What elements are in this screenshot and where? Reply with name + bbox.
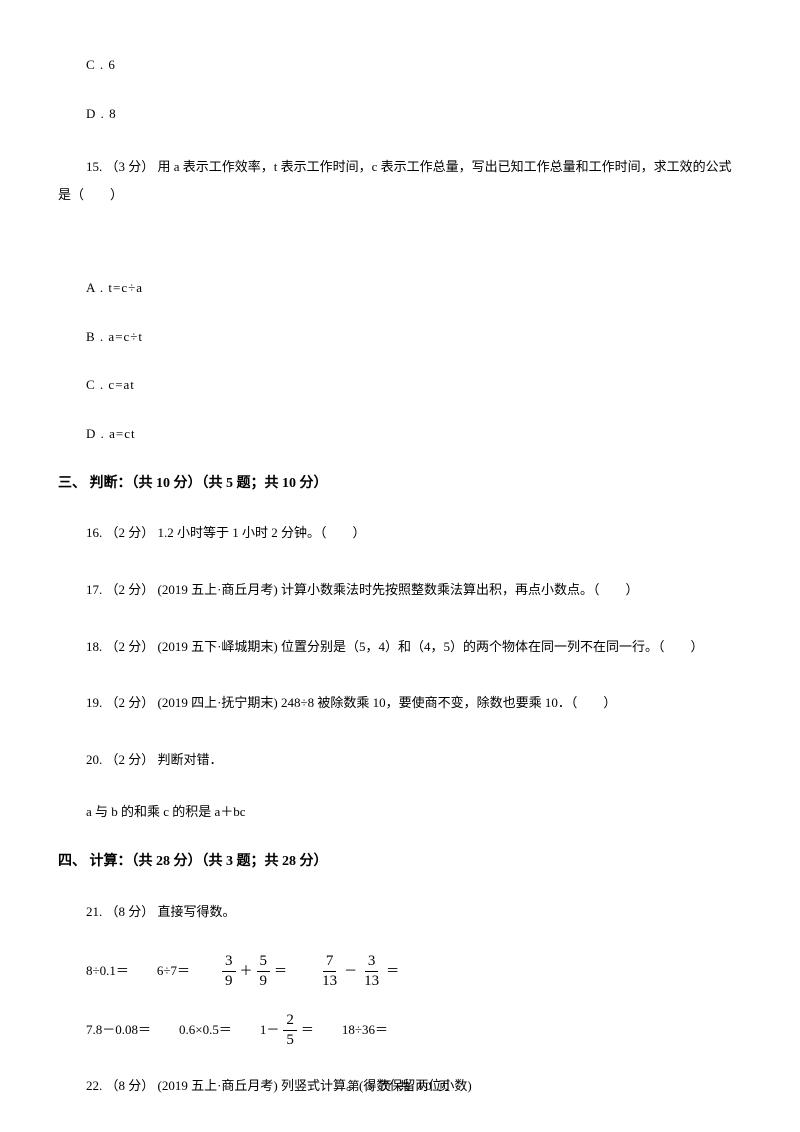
calc-r1-i2: 6÷7＝	[157, 961, 190, 982]
q15-option-d: D . a=ct	[58, 424, 742, 445]
question-19: 19. （2 分） (2019 四上·抚宁期末) 248÷8 被除数乘 10，要…	[58, 689, 742, 718]
option-d: D . 8	[58, 104, 742, 125]
option-c: C . 6	[58, 55, 742, 76]
question-15: 15. （3 分） 用 a 表示工作效率，t 表示工作时间，c 表示工作总量，写…	[58, 153, 742, 210]
section-3-heading: 三、 判断：（共 10 分）（共 5 题；共 10 分）	[58, 473, 742, 495]
calc-r2-i3: 1－ 2 5 ＝	[260, 1013, 314, 1048]
question-18: 18. （2 分） (2019 五下·峄城期末) 位置分别是（5，4）和（4，5…	[58, 633, 742, 662]
q15-option-c: C . c=at	[58, 375, 742, 396]
question-21: 21. （8 分） 直接写得数。	[58, 898, 742, 927]
calc-r2-i4: 18÷36＝	[342, 1020, 388, 1041]
q15-text: 15. （3 分） 用 a 表示工作效率，t 表示工作时间，c 表示工作总量，写…	[58, 159, 732, 203]
q18-text: 18. （2 分） (2019 五下·峄城期末) 位置分别是（5，4）和（4，5…	[58, 639, 704, 654]
page-footer: 第 3 页 共 10 页	[0, 1077, 800, 1096]
fraction-3-13: 3 13	[361, 954, 382, 989]
question-16: 16. （2 分） 1.2 小时等于 1 小时 2 分钟。（ ）	[58, 519, 742, 548]
calc-row-2: 7.8－0.08＝ 0.6×0.5＝ 1－ 2 5 ＝ 18÷36＝	[58, 1013, 742, 1048]
q15-option-b: B . a=c÷t	[58, 327, 742, 348]
fraction-2-5: 2 5	[283, 1013, 297, 1048]
question-20: 20. （2 分） 判断对错．	[58, 746, 742, 775]
calc-r1-i1: 8÷0.1＝	[86, 961, 129, 982]
fraction-5-9: 5 9	[257, 954, 271, 989]
calc-r2-i2: 0.6×0.5＝	[179, 1020, 232, 1041]
q15-option-a: A . t=c÷a	[58, 278, 742, 299]
question-17: 17. （2 分） (2019 五上·商丘月考) 计算小数乘法时先按照整数乘法算…	[58, 576, 742, 605]
question-20-statement: a 与 b 的和乘 c 的积是 a＋bc	[58, 802, 742, 823]
fraction-3-9: 3 9	[222, 954, 236, 989]
calc-r2-i1: 7.8－0.08＝	[86, 1020, 151, 1041]
calc-r1-i3: 3 9 ＋ 5 9 ＝	[218, 954, 287, 989]
calc-r1-i4: 7 13 － 3 13 ＝	[315, 954, 399, 989]
fraction-7-13: 7 13	[319, 954, 340, 989]
calc-row-1: 8÷0.1＝ 6÷7＝ 3 9 ＋ 5 9 ＝ 7 13 － 3 13 ＝	[58, 954, 742, 989]
section-4-heading: 四、 计算：（共 28 分）（共 3 题；共 28 分）	[58, 851, 742, 873]
